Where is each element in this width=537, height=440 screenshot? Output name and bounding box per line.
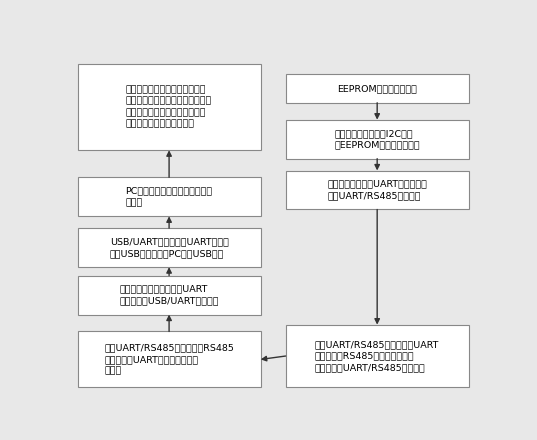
Text: 第二UART/RS485转换单元将UART
信号转换成RS485信号并回传至烧
录器的第一UART/RS485转换单元: 第二UART/RS485转换单元将UART 信号转换成RS485信号并回传至烧 … [315,340,439,372]
Text: 校验单元将序列号信息的UART
信号转发至USB/UART转换单元: 校验单元将序列号信息的UART 信号转发至USB/UART转换单元 [119,285,219,305]
Text: 序列号读写单元通过I2C接口
从EEPROM读取序列号信息: 序列号读写单元通过I2C接口 从EEPROM读取序列号信息 [335,129,420,150]
Bar [77,331,260,387]
Text: 烧录单元将接收到的序列号与发
出的序列号进行比较，数据一致，
显示烧录成功；数据不一致，显
示烧录失败并提示重新烧录: 烧录单元将接收到的序列号与发 出的序列号进行比较，数据一致， 显示烧录成功；数据… [126,85,212,128]
Text: USB/UART转换单元将UART信号转
换成USB信号回传至PC机的USB端口: USB/UART转换单元将UART信号转 换成USB信号回传至PC机的USB端口 [110,238,229,258]
Text: 第一UART/RS485转换单元将RS485
信号转换成UART信号并回传至校
验单元: 第一UART/RS485转换单元将RS485 信号转换成UART信号并回传至校 … [104,344,234,375]
Text: 序列号读写单元将UART信号传输至
第二UART/RS485转换单元: 序列号读写单元将UART信号传输至 第二UART/RS485转换单元 [327,180,427,200]
Bar [77,64,260,150]
Bar [286,171,469,209]
Bar [286,325,469,387]
Bar [77,275,260,315]
Bar [77,177,260,216]
Bar [286,120,469,159]
Bar [286,74,469,103]
Bar [77,228,260,267]
Text: EEPROM存入序列号信息: EEPROM存入序列号信息 [337,84,417,93]
Text: PC机的烧录单元接收回传的序列
号信息: PC机的烧录单元接收回传的序列 号信息 [126,187,213,207]
